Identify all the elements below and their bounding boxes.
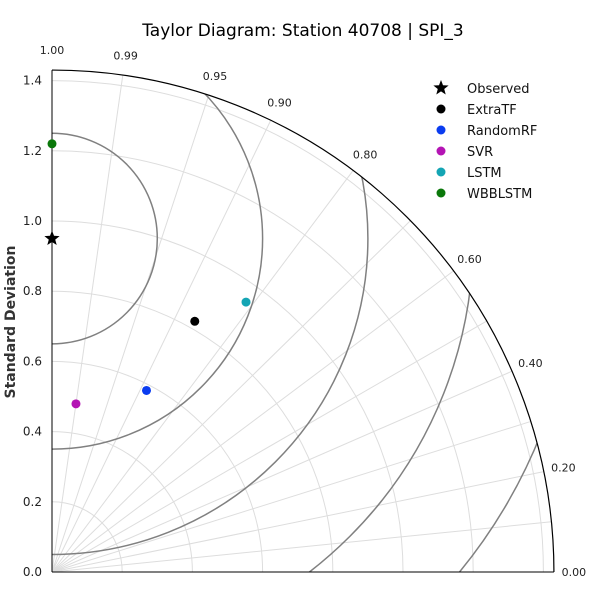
outer-arc bbox=[51, 69, 555, 573]
corr-gridline bbox=[51, 120, 272, 573]
std-tick-label: 1.2 bbox=[23, 144, 42, 158]
std-gridline bbox=[51, 431, 193, 573]
corr-gridline bbox=[51, 521, 552, 573]
frame-layer bbox=[51, 69, 555, 573]
legend-marker bbox=[436, 167, 446, 177]
corr-tick-label: 0.40 bbox=[518, 357, 543, 370]
std-tick-label: 0.8 bbox=[23, 284, 42, 298]
model-point-svr bbox=[71, 399, 81, 409]
std-tick-label: 0.6 bbox=[23, 354, 42, 368]
corr-gridline bbox=[51, 320, 487, 573]
legend-label: RandomRF bbox=[467, 124, 537, 139]
corr-gridline bbox=[51, 170, 354, 573]
legend-marker bbox=[436, 146, 446, 156]
legend-label: LSTM bbox=[467, 166, 502, 181]
corr-tick-label: 0.60 bbox=[457, 253, 482, 266]
observed-point bbox=[44, 230, 60, 246]
legend-label: ExtraTF bbox=[467, 103, 517, 118]
model-point-wbblstm bbox=[47, 139, 57, 149]
std-gridline bbox=[51, 150, 474, 573]
corr-gridline bbox=[51, 270, 454, 573]
corr-gridline bbox=[51, 471, 544, 573]
legend: Observed ExtraTF RandomRF SVR LSTM WBBLSTM bbox=[433, 80, 537, 202]
std-gridline bbox=[51, 501, 123, 573]
corr-gridline bbox=[51, 75, 124, 573]
legend-star-marker bbox=[433, 80, 449, 95]
std-gridline bbox=[51, 80, 544, 573]
legend-label: WBBLSTM bbox=[467, 187, 532, 202]
std-tick-label: 0.4 bbox=[23, 425, 42, 439]
std-tick-label: 0.2 bbox=[23, 495, 42, 509]
y-axis-label: Standard Deviation bbox=[3, 245, 19, 398]
std-tick-label: 0.0 bbox=[23, 565, 42, 579]
corr-tick-label: 0.90 bbox=[267, 96, 292, 109]
model-point-extratf bbox=[190, 316, 200, 326]
corr-tick-label: 0.95 bbox=[203, 70, 228, 83]
std-tick-label: 1.0 bbox=[23, 214, 42, 228]
rmsd-contour bbox=[52, 70, 264, 450]
model-point-lstm bbox=[241, 297, 251, 307]
data-points bbox=[44, 139, 251, 409]
corr-gridline bbox=[51, 420, 531, 573]
model-point-randomrf bbox=[141, 385, 151, 395]
legend-marker bbox=[436, 125, 446, 135]
std-gridline bbox=[51, 290, 334, 573]
legend-marker bbox=[436, 104, 446, 114]
corr-gridline bbox=[51, 220, 411, 573]
grid-layer bbox=[51, 75, 552, 573]
corr-tick-label: 0.20 bbox=[551, 462, 576, 475]
corr-tick-label: 0.00 bbox=[562, 566, 587, 579]
std-gridline bbox=[51, 360, 264, 573]
corr-tick-label: 0.80 bbox=[353, 148, 378, 161]
std-tick-label: 1.4 bbox=[23, 74, 42, 88]
corr-tick-label: 1.00 bbox=[40, 44, 65, 57]
legend-label: SVR bbox=[467, 145, 493, 160]
legend-label: Observed bbox=[467, 82, 530, 97]
legend-marker bbox=[436, 188, 446, 198]
corr-gridline bbox=[51, 370, 513, 573]
correlation-tick-labels: 1.00 0.99 0.95 0.90 0.80 0.60 0.40 0.20 0.00 bbox=[40, 44, 586, 579]
rmsd-contour bbox=[52, 132, 159, 345]
std-gridline bbox=[51, 220, 404, 573]
std-tick-labels: 0.0 0.2 0.4 0.6 0.8 1.0 1.2 1.4 bbox=[23, 74, 42, 579]
corr-gridline bbox=[51, 95, 210, 573]
chart-title: Taylor Diagram: Station 40708 | SPI_3 bbox=[141, 21, 464, 41]
rmsd-contour bbox=[52, 70, 369, 556]
corr-tick-label: 0.99 bbox=[113, 49, 138, 62]
rmsd-contour bbox=[52, 70, 474, 572]
